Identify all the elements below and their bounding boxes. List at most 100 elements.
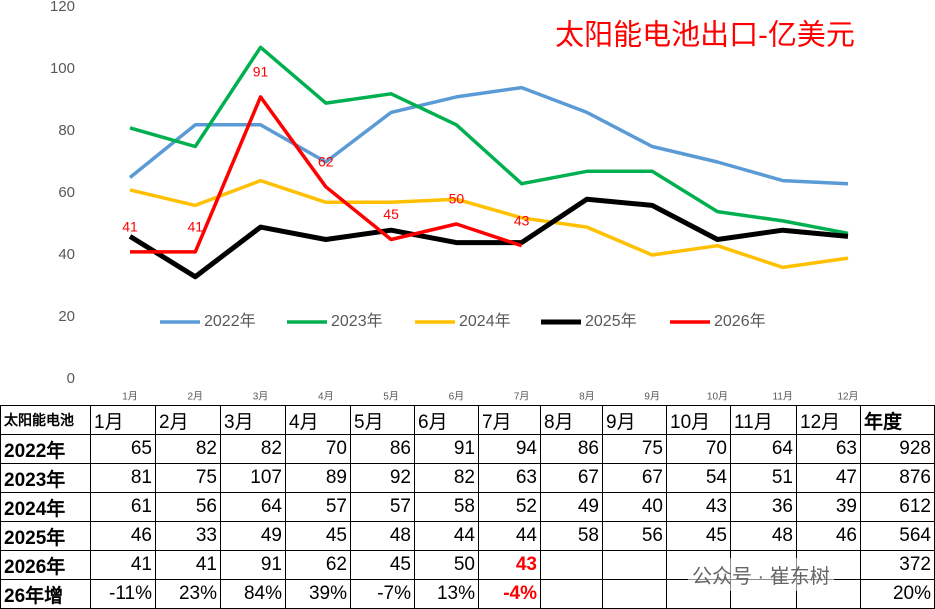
header-cell: 8月 — [540, 405, 603, 435]
watermark: 公众号 · 崔东树 — [688, 558, 834, 591]
table-cell: 67 — [602, 463, 667, 493]
legend-label: 2024年 — [459, 312, 511, 330]
table-cell: 2025年 — [0, 521, 91, 551]
table-cell: 2026年 — [0, 550, 91, 580]
table-cell: 52 — [478, 492, 541, 522]
table-cell: 23% — [155, 579, 221, 609]
empty-cell — [602, 579, 667, 609]
table-cell: 44 — [478, 521, 541, 551]
data-label: 45 — [383, 206, 399, 222]
y-tick-label: 20 — [58, 308, 75, 325]
table-cell: 40 — [602, 492, 667, 522]
table-cell: 36 — [730, 492, 797, 522]
table-cell: -4% — [478, 579, 541, 609]
header-cell: 4月 — [285, 405, 351, 435]
table-cell: 86 — [350, 434, 415, 464]
total-cell: 20% — [860, 579, 935, 609]
total-cell: 612 — [860, 492, 935, 522]
table-cell: 56 — [602, 521, 667, 551]
table-cell: 91 — [414, 434, 479, 464]
legend-label: 2026年 — [714, 312, 766, 330]
table-cell: -11% — [90, 579, 156, 609]
y-tick-label: 40 — [58, 246, 75, 263]
table-cell: 70 — [666, 434, 731, 464]
empty-cell — [540, 579, 603, 609]
series-line — [128, 85, 849, 186]
total-cell: 564 — [860, 521, 935, 551]
header-cell: 年度 — [860, 405, 935, 435]
x-tick-label: 1月 — [122, 391, 138, 403]
table-cell: 64 — [220, 492, 286, 522]
table-cell: 75 — [155, 463, 221, 493]
table-cell: 45 — [666, 521, 731, 551]
y-tick-label: 0 — [67, 370, 75, 387]
table-cell: 51 — [730, 463, 797, 493]
header-cell: 6月 — [414, 405, 479, 435]
table-cell: 63 — [478, 463, 541, 493]
data-label: 62 — [318, 154, 334, 170]
y-tick-label: 120 — [50, 0, 75, 15]
empty-cell — [540, 550, 603, 580]
table-cell: 13% — [414, 579, 479, 609]
table-cell: 45 — [285, 521, 351, 551]
table-cell: -7% — [350, 579, 415, 609]
data-label: 41 — [187, 219, 203, 235]
table-cell: 2024年 — [0, 492, 91, 522]
chart: 太阳能电池出口-亿美元 0 20 40 60 80 100 120 1月 2月 3月 4月 5月 6月 7… — [50, 0, 859, 403]
table-cell: 45 — [350, 550, 415, 580]
header-cell: 12月 — [796, 405, 861, 435]
total-cell: 876 — [860, 463, 935, 493]
header-cell: 10月 — [666, 405, 731, 435]
table-cell: 41 — [155, 550, 221, 580]
series-line — [129, 45, 849, 236]
table-cell: 107 — [220, 463, 286, 493]
table-cell: 82 — [414, 463, 479, 493]
y-tick-label: 100 — [50, 60, 75, 77]
x-tick-label: 5月 — [383, 391, 399, 403]
table-cell: 48 — [350, 521, 415, 551]
table-cell: 47 — [796, 463, 861, 493]
data-label: 50 — [449, 191, 465, 207]
table-cell: 50 — [414, 550, 479, 580]
table-cell: 81 — [90, 463, 156, 493]
table-row: 2024年 61 56 64 57 57 58 52 49 40 43 36 39 612 — [0, 492, 935, 522]
y-tick-label: 60 — [58, 184, 75, 201]
table-cell: 49 — [540, 492, 603, 522]
table-cell: 46 — [90, 521, 156, 551]
table-cell: 58 — [540, 521, 603, 551]
table-cell: 64 — [730, 434, 797, 464]
table-row: 2022年 65 82 82 70 86 91 94 86 75 70 64 63 928 — [0, 434, 935, 464]
empty-cell — [602, 550, 667, 580]
legend-label: 2023年 — [331, 312, 383, 330]
header-row: 太阳能电池 1月 2月 3月 4月 5月 6月 7月 8月 9月 10月 11月 12月 年度 — [0, 405, 935, 435]
header-cell: 2月 — [155, 405, 221, 435]
x-tick-label: 7月 — [514, 391, 530, 403]
table-cell: 48 — [730, 521, 797, 551]
header-cell: 1月 — [90, 405, 156, 435]
table-cell: 44 — [414, 521, 479, 551]
table-cell: 58 — [414, 492, 479, 522]
table-cell: 82 — [155, 434, 221, 464]
table-cell: 63 — [796, 434, 861, 464]
table-cell: 33 — [155, 521, 221, 551]
data-label: 91 — [253, 64, 269, 80]
table-cell: 84% — [220, 579, 286, 609]
x-tick-label: 10月 — [707, 391, 728, 403]
data-label: 43 — [514, 212, 530, 228]
header-cell: 5月 — [350, 405, 415, 435]
table-cell: 70 — [285, 434, 351, 464]
table-cell: 65 — [90, 434, 156, 464]
table-cell: 91 — [220, 550, 286, 580]
table-cell: 62 — [285, 550, 351, 580]
table-cell: 43 — [478, 550, 541, 580]
table-cell: 2022年 — [0, 434, 91, 464]
table-cell: 39% — [285, 579, 351, 609]
table-cell: 89 — [285, 463, 351, 493]
table-cell: 39 — [796, 492, 861, 522]
x-tick-label: 12月 — [837, 391, 858, 403]
table-cell: 43 — [666, 492, 731, 522]
data-table: 太阳能电池 1月 2月 3月 4月 5月 6月 7月 8月 9月 10月 11月 12月 年度 2022年 6… — [0, 405, 935, 609]
x-tick-label: 4月 — [318, 391, 334, 403]
table-cell: 41 — [90, 550, 156, 580]
